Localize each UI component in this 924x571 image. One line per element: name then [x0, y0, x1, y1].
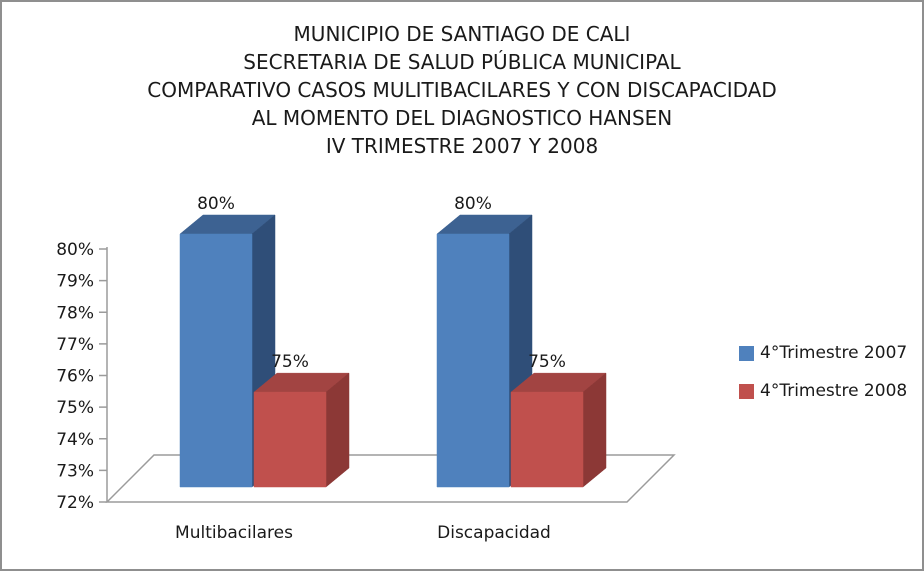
x-category-label: Discapacidad: [437, 523, 551, 543]
legend-swatch-2008-icon: [739, 383, 754, 399]
chart-title-line: AL MOMENTO DEL DIAGNOSTICO HANSEN: [251, 106, 673, 130]
legend-item-2007: 4°Trimestre 2007: [739, 343, 908, 363]
legend-swatch-2007-icon: [739, 345, 754, 361]
y-tick-label: 72%: [56, 493, 94, 513]
bar-red-multibacilares-front: [253, 391, 327, 488]
y-tick-label: 79%: [56, 272, 94, 292]
chart-title-line: MUNICIPIO DE SANTIAGO DE CALI: [293, 22, 631, 46]
bar-red-multibacilares-side: [325, 372, 350, 488]
legend-label-2007: 4°Trimestre 2007: [760, 343, 908, 363]
chart-title: MUNICIPIO DE SANTIAGO DE CALI SECRETARIA…: [2, 20, 922, 160]
legend-item-2008: 4°Trimestre 2008: [739, 381, 908, 401]
y-tick-label: 76%: [56, 367, 94, 387]
y-tick-label: 73%: [56, 461, 94, 481]
y-tick-label: 75%: [56, 398, 94, 418]
y-tick-label: 74%: [56, 430, 94, 450]
data-label: 80%: [454, 194, 492, 214]
y-tick-label: 80%: [56, 240, 94, 260]
chart-floor: [105, 454, 676, 503]
bar-red-discapacidad-front: [510, 391, 584, 488]
y-tick-label: 77%: [56, 335, 94, 355]
chart-title-line: SECRETARIA DE SALUD PÚBLICA MUNICIPAL: [243, 50, 681, 74]
data-label: 75%: [271, 352, 309, 372]
legend-label-2008: 4°Trimestre 2008: [760, 381, 908, 401]
y-tick-label: 78%: [56, 303, 94, 323]
bar-red-discapacidad-side: [582, 372, 607, 488]
x-category-label: Multibacilares: [175, 523, 293, 543]
legend: 4°Trimestre 2007 4°Trimestre 2008: [739, 343, 908, 420]
bar-blue-discapacidad-front: [436, 233, 510, 488]
chart-title-line: IV TRIMESTRE 2007 Y 2008: [325, 134, 599, 158]
data-label: 75%: [528, 352, 566, 372]
bar-blue-multibacilares-front: [179, 233, 253, 488]
data-label: 80%: [197, 194, 235, 214]
chart-title-line: COMPARATIVO CASOS MULITIBACILARES Y CON …: [147, 78, 777, 102]
